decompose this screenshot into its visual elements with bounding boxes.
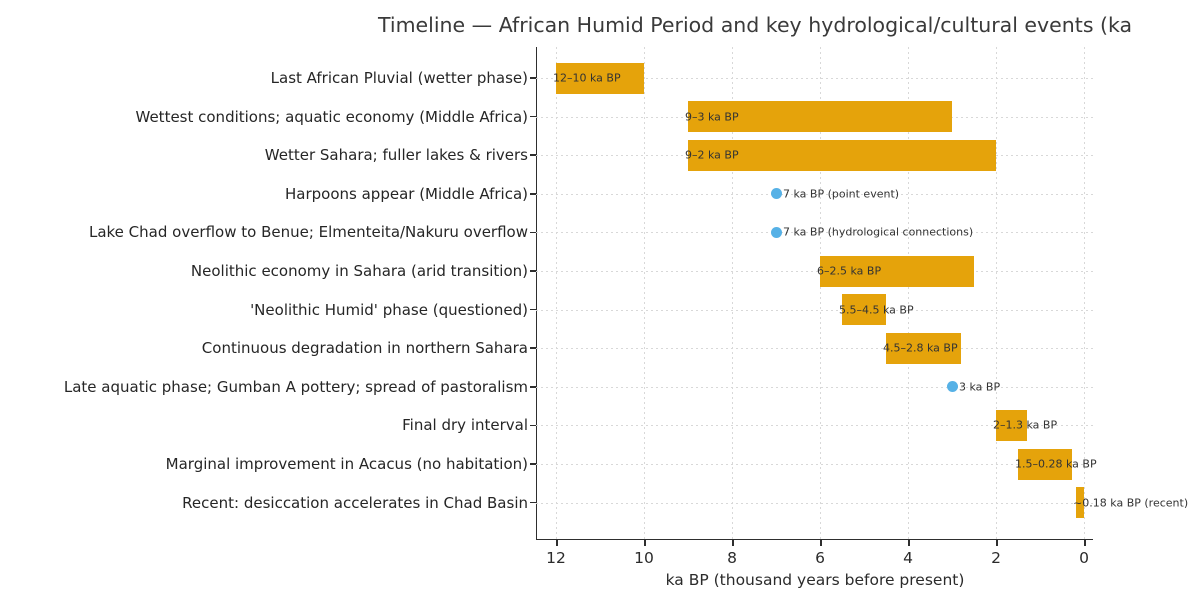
x-tick-label: 8	[727, 549, 737, 567]
timeline-bar	[688, 139, 996, 171]
x-gridline	[732, 47, 733, 540]
x-gridline	[556, 47, 557, 540]
bar-annotation: 2–1.3 ka BP	[993, 418, 1058, 432]
x-tick	[556, 540, 558, 546]
y-tick	[530, 154, 536, 156]
x-gridline	[1084, 47, 1085, 540]
y-gridline	[536, 78, 1093, 79]
y-tick	[530, 386, 536, 388]
x-tick	[996, 540, 998, 546]
y-tick	[530, 231, 536, 234]
category-label: Final dry interval	[402, 416, 528, 435]
y-tick	[530, 308, 536, 311]
x-gridline	[908, 47, 909, 540]
category-label: Wettest conditions; aquatic economy (Mid…	[135, 107, 529, 126]
timeline-bar	[556, 62, 644, 94]
category-label: Marginal improvement in Acacus (no habit…	[165, 455, 528, 473]
timeline-bar	[886, 332, 961, 364]
bar-annotation: 9–2 ka BP	[685, 148, 739, 162]
y-tick	[530, 463, 536, 465]
x-gridline	[820, 47, 821, 540]
timeline-bar	[1018, 448, 1072, 480]
category-label: 'Neolithic Humid' phase (questioned)	[250, 300, 528, 319]
category-label: Wetter Sahara; fuller lakes & rivers	[264, 146, 528, 165]
x-gridline	[644, 47, 645, 540]
timeline-bar	[1076, 487, 1085, 519]
plot-area	[536, 47, 1093, 540]
event-point	[946, 381, 958, 393]
y-gridline	[536, 464, 1093, 465]
x-gridline	[996, 47, 997, 540]
point-annotation: 7 ka BP (hydrological connections)	[783, 225, 974, 239]
y-gridline	[536, 271, 1093, 272]
y-tick	[530, 424, 536, 427]
bar-annotation: 1.5–0.28 ka BP	[1015, 457, 1097, 471]
chart-title: Timeline — African Humid Period and key …	[378, 13, 1133, 37]
x-tick	[908, 540, 910, 546]
timeline-bar	[842, 294, 886, 326]
timeline-bar	[996, 409, 1027, 441]
x-tick-label: 2	[991, 549, 1001, 567]
x-tick	[732, 540, 734, 546]
y-tick	[530, 77, 536, 79]
x-axis-label: ka BP (thousand years before present)	[665, 571, 965, 589]
x-tick-label: 6	[815, 549, 825, 567]
category-label: Continuous degradation in northern Sahar…	[201, 339, 528, 358]
event-point	[770, 226, 782, 238]
x-tick	[1084, 540, 1086, 546]
y-gridline	[536, 348, 1093, 350]
category-label: Harpoons appear (Middle Africa)	[285, 184, 528, 203]
category-label: Neolithic economy in Sahara (arid transi…	[190, 262, 528, 280]
y-gridline	[536, 193, 1093, 195]
category-label: Last African Pluvial (wetter phase)	[270, 69, 528, 87]
bar-annotation: 4.5–2.8 ka BP	[883, 341, 958, 355]
y-gridline	[536, 232, 1093, 234]
y-tick	[530, 193, 536, 195]
timeline-bar	[820, 255, 974, 287]
bar-annotation: 6–2.5 ka BP	[817, 264, 882, 278]
category-label: Recent: desiccation accelerates in Chad …	[182, 493, 528, 512]
point-annotation: 3 ka BP	[959, 380, 1001, 394]
y-gridline	[536, 425, 1093, 427]
x-tick	[820, 540, 822, 546]
y-tick	[530, 501, 536, 504]
category-label: Lake Chad overflow to Benue; Elmenteita/…	[88, 223, 528, 242]
point-annotation: 7 ka BP (point event)	[783, 187, 900, 201]
y-gridline	[536, 386, 1093, 388]
y-gridline	[536, 502, 1093, 504]
event-point	[770, 188, 782, 200]
bar-annotation: 5.5–4.5 ka BP	[839, 303, 914, 317]
x-tick-label: 0	[1079, 549, 1089, 567]
y-tick	[530, 270, 536, 272]
x-tick-label: 12	[546, 549, 566, 567]
y-tick	[530, 347, 536, 349]
x-tick-label: 4	[903, 549, 913, 567]
timeline-bar	[688, 101, 952, 133]
bar-annotation: 9–3 ka BP	[685, 110, 739, 124]
x-tick-label: 10	[634, 549, 654, 567]
bar-annotation: 12–10 ka BP	[553, 71, 621, 85]
x-tick	[644, 540, 646, 546]
y-gridline	[536, 309, 1093, 311]
y-tick	[530, 115, 536, 118]
category-label: Late aquatic phase; Gumban A pottery; sp…	[63, 377, 528, 396]
bar-annotation: ~0.18 ka BP (recent)	[1073, 496, 1189, 510]
